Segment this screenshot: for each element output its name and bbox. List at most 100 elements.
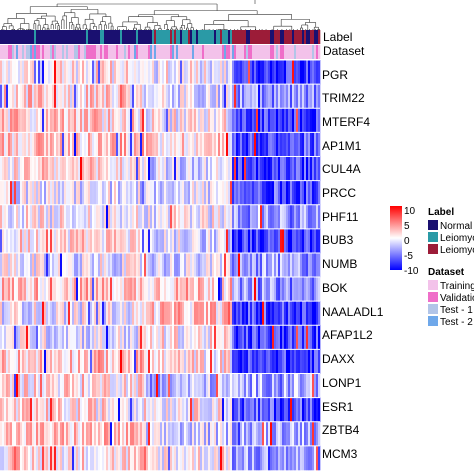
heatmap-cell [234,445,237,471]
dataset-track-cell [156,45,159,59]
dataset-track-cell [278,45,281,59]
heatmap-cell [48,373,51,398]
heatmap-cell [16,228,19,254]
heatmap-cell [116,60,119,85]
heatmap-cell [50,204,53,230]
heatmap-cell [272,204,275,230]
heatmap-cell [200,325,203,350]
label-track-cell [76,30,79,44]
heatmap-cell [84,204,87,230]
heatmap-cell [162,156,165,181]
heatmap-cell [126,252,129,278]
dataset-track-cell [164,45,167,59]
heatmap-cell [64,325,67,350]
heatmap-cell [280,84,283,109]
heatmap-cell [28,252,31,278]
heatmap-cell [90,132,93,157]
heatmap-cell [6,156,9,181]
heatmap-cell [28,301,31,326]
heatmap-cell [146,204,149,230]
heatmap-cell [224,445,227,471]
heatmap-cell [214,349,217,374]
dataset-track-cell [38,45,41,59]
heatmap-cell [130,325,133,350]
heatmap-cell [286,301,289,326]
heatmap-cell [314,132,317,157]
heatmap-cell [280,349,283,374]
heatmap-cell [66,397,69,423]
row-label-prcc: PRCC [322,186,356,200]
heatmap-cell [274,84,277,109]
heatmap-cell [116,421,119,447]
heatmap-cell [106,397,109,423]
heatmap-cell [118,252,121,278]
heatmap-cell [144,325,147,350]
heatmap-cell [266,132,269,157]
label-track-cell [92,30,95,44]
dataset-track-cell [112,45,115,59]
heatmap-cell [316,60,319,85]
heatmap-cell [12,60,15,85]
heatmap-cell [98,301,101,326]
heatmap-cell [312,445,315,471]
heatmap-cell [156,301,159,326]
heatmap-cell [134,373,137,398]
heatmap-cell [106,84,109,109]
heatmap-cell [118,132,121,157]
heatmap-cell [130,132,133,157]
heatmap-cell [94,277,97,302]
heatmap-cell [170,373,173,398]
heatmap-cell [12,204,15,230]
heatmap-cell [94,252,97,278]
heatmap-cell [118,445,121,471]
heatmap-cell [204,252,207,278]
dataset-track-cell [70,45,73,59]
heatmap-cell [306,108,309,133]
heatmap-cell [254,421,257,447]
heatmap-cell [90,180,93,206]
heatmap-cell [22,445,25,471]
heatmap-cell [82,301,85,326]
heatmap-cell [112,397,115,423]
heatmap-cell [186,228,189,254]
heatmap-cell [60,445,63,471]
heatmap-cell [206,325,209,350]
heatmap-cell [92,84,95,109]
heatmap-cell [0,252,3,278]
label-track-cell [70,30,73,44]
heatmap-cell [242,301,245,326]
heatmap-cell [4,156,7,181]
heatmap-cell [2,252,5,278]
heatmap-cell [160,349,163,374]
heatmap-cell [306,445,309,471]
heatmap-cell [312,397,315,423]
heatmap-cell [160,373,163,398]
heatmap-cell [50,132,53,157]
heatmap-cell [62,132,65,157]
heatmap-cell [272,445,275,471]
heatmap-cell [32,421,35,447]
heatmap-cell [250,108,253,133]
heatmap-cell [122,60,125,85]
heatmap-cell [26,60,29,85]
heatmap-cell [236,156,239,181]
heatmap-cell [104,445,107,471]
heatmap-cell [62,277,65,302]
label-track-cell [18,30,21,44]
heatmap-cell [266,421,269,447]
heatmap-cell [198,373,201,398]
heatmap-cell [36,228,39,254]
heatmap-cell [280,180,283,206]
heatmap-cell [174,301,177,326]
heatmap-cell [64,421,67,447]
heatmap-cell [172,421,175,447]
heatmap-cell [284,325,287,350]
heatmap-cell [30,156,33,181]
heatmap-cell [260,301,263,326]
heatmap-cell [20,445,23,471]
heatmap-cell [258,349,261,374]
label-track-cell [176,30,179,44]
heatmap-cell [108,132,111,157]
color-scale-tick-5: 5 [404,221,410,232]
heatmap-cell [134,180,137,206]
